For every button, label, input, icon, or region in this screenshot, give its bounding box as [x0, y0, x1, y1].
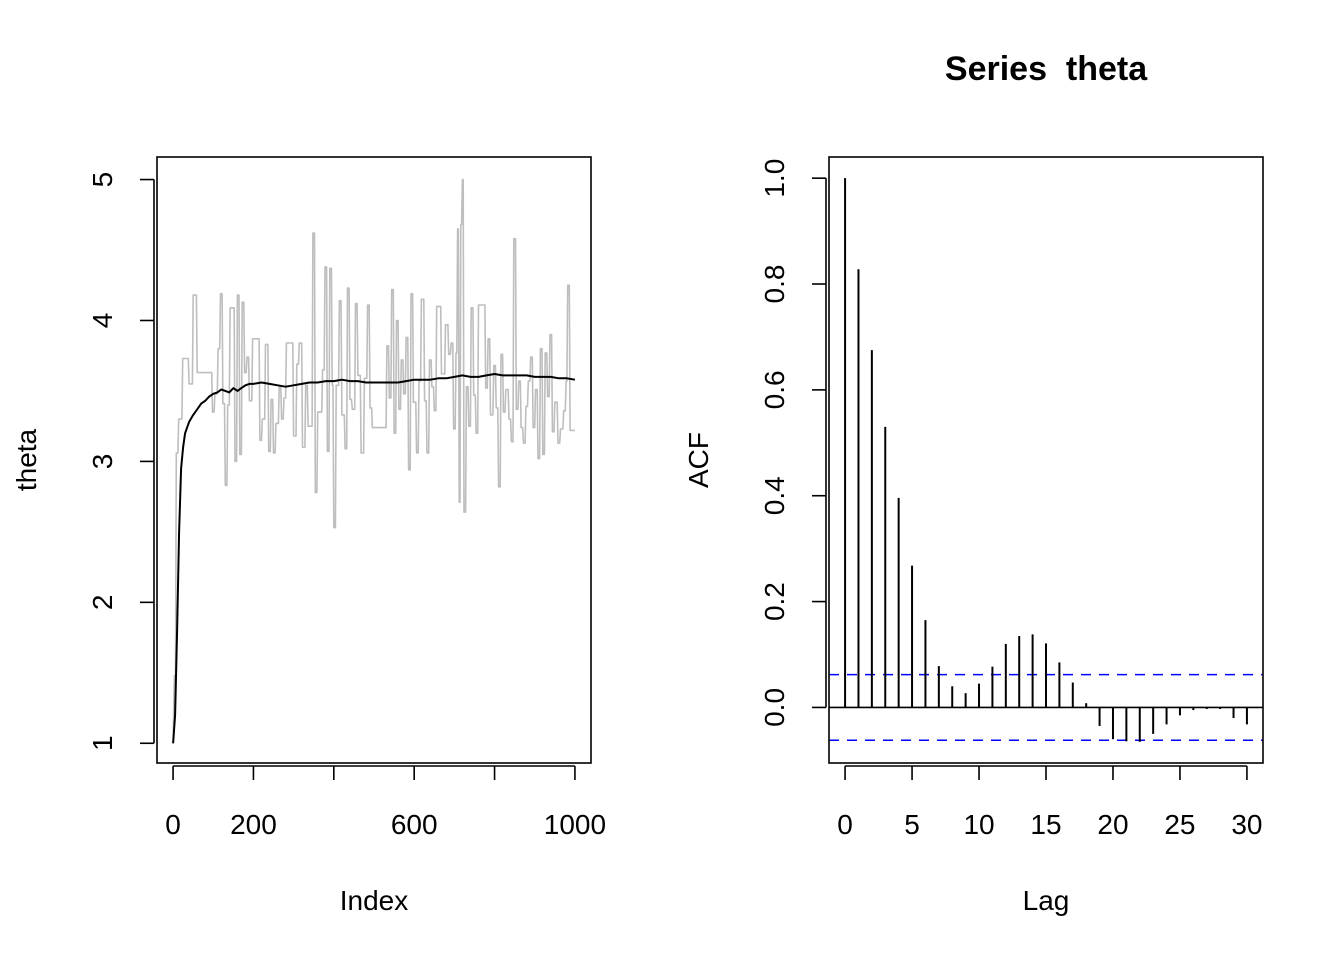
trace-x-tick-label: 600	[391, 809, 438, 840]
acf-plot-panel: Series theta 0 5 10 15 20 25 30 0.00.20.40.60.…	[683, 50, 1264, 916]
acf-x-tick-label: 0	[837, 809, 853, 840]
acf-x-axis: 0 5 10 15 20 25 30	[837, 765, 1263, 840]
trace-raw-series-line	[172, 178, 575, 744]
acf-plot-box	[828, 156, 1264, 764]
acf-x-tick-label: 10	[963, 809, 994, 840]
trace-plot-panel: 0 200 600 1000 1 2 3 4 5 Index theta	[11, 156, 606, 916]
trace-y-tick-label: 1	[87, 735, 118, 751]
acf-plot-title: Series theta	[945, 50, 1148, 88]
acf-y-axis-title: ACF	[683, 432, 714, 488]
acf-x-axis-title: Lag	[1023, 885, 1070, 916]
acf-x-tick-label: 5	[904, 809, 920, 840]
acf-series-layer	[829, 178, 1263, 742]
acf-y-tick-label: 0.8	[759, 265, 790, 304]
acf-y-tick-label: 0.0	[759, 688, 790, 727]
trace-y-axis: 1 2 3 4 5	[87, 172, 155, 751]
trace-x-tick-label: 1000	[544, 809, 606, 840]
acf-y-tick-label: 1.0	[759, 159, 790, 198]
trace-y-axis-title: theta	[11, 428, 42, 491]
acf-y-tick-label: 0.2	[759, 582, 790, 621]
acf-x-tick-label: 30	[1231, 809, 1262, 840]
trace-y-tick-label: 3	[87, 454, 118, 470]
acf-y-axis: 0.0 0.2 0.4 0.6 0.8 1.0	[759, 159, 827, 727]
trace-x-axis-title: Index	[340, 885, 409, 916]
trace-running-mean-line	[172, 373, 576, 744]
trace-series-layer	[172, 178, 576, 744]
acf-x-tick-label: 15	[1030, 809, 1061, 840]
trace-x-axis: 0 200 600 1000	[165, 765, 606, 840]
trace-plot-box	[156, 156, 592, 764]
trace-y-tick-label: 5	[87, 172, 118, 188]
acf-x-tick-label: 25	[1164, 809, 1195, 840]
trace-y-tick-label: 4	[87, 313, 118, 329]
trace-y-tick-label: 2	[87, 595, 118, 611]
acf-y-tick-label: 0.6	[759, 370, 790, 409]
trace-x-tick-label: 200	[230, 809, 277, 840]
acf-x-tick-label: 20	[1097, 809, 1128, 840]
acf-y-tick-label: 0.4	[759, 476, 790, 515]
trace-x-tick-label: 0	[165, 809, 181, 840]
